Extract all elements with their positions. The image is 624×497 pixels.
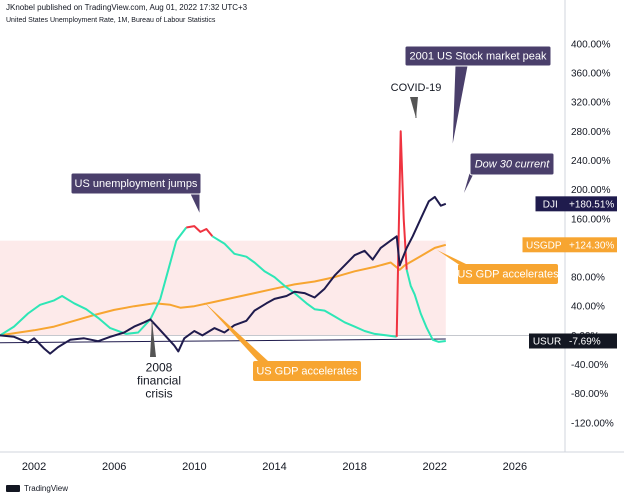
callout-stock-peak-pointer	[451, 65, 469, 151]
price-tag-symbol-box	[529, 333, 565, 349]
y-tick-label: 280.00%	[571, 127, 611, 138]
x-tick-label: 2006	[102, 461, 126, 473]
y-tick-label: -120.00%	[571, 418, 614, 429]
callout-financial-crisis-pointer	[150, 321, 156, 357]
y-tick-label: 200.00%	[571, 185, 611, 196]
y-tick-label: -40.00%	[571, 360, 608, 371]
callout-stock-peak-label: 2001 US Stock market peak	[410, 51, 547, 63]
series-usur-peak	[186, 225, 214, 237]
price-tag-value: +124.30%	[569, 240, 614, 251]
series-usur-tail	[405, 269, 446, 343]
crisis-pointer-line	[151, 321, 154, 358]
callout-gdp-accelerates-right-label: US GDP accelerates	[457, 269, 559, 281]
price-tag-symbol-box	[522, 237, 565, 253]
callout-gdp-accelerates-right: US GDP accelerates	[437, 250, 559, 284]
y-tick-label: 400.00%	[571, 39, 611, 50]
y-tick-label: 160.00%	[571, 214, 611, 225]
series-baseline	[0, 338, 446, 344]
callout-covid-pointer	[410, 97, 418, 118]
callout-financial-crisis-label: crisis	[145, 387, 172, 401]
callout-gdp-accelerates-left-label: US GDP accelerates	[256, 366, 358, 378]
price-tag-value-box	[565, 196, 617, 212]
x-tick-label: 2002	[22, 461, 46, 473]
y-tick-label: 40.00%	[571, 302, 605, 313]
price-tag-symbol: USGDP	[526, 240, 562, 251]
price-tag-value: -7.69%	[569, 336, 601, 347]
price-tag-dji: DJI +180.51%	[535, 196, 617, 212]
series-dji	[0, 195, 447, 355]
price-tag-usur: USUR -7.69%	[529, 333, 617, 349]
y-tick-label: 240.00%	[571, 156, 611, 167]
price-tag-symbol-box	[535, 196, 565, 212]
callout-unemployment-jumps-pointer	[189, 193, 201, 216]
price-tag-symbol: USUR	[533, 336, 561, 347]
callout-covid: COVID-19	[386, 78, 446, 118]
callout-gdp-accelerates-left-pointer	[204, 302, 268, 361]
x-tick-label: 2010	[182, 461, 206, 473]
x-tick-label: 2018	[342, 461, 366, 473]
tradingview-logo-icon	[6, 485, 20, 492]
callout-stock-peak-box	[404, 45, 552, 67]
y-tick-label: 320.00%	[571, 98, 611, 109]
callout-financial-crisis-label: 2008	[146, 361, 173, 375]
callout-covid-box	[386, 78, 446, 97]
y-tick-label: -80.00%	[571, 389, 608, 400]
y-tick-label: 80.00%	[571, 273, 605, 284]
series-usur-covid	[395, 130, 408, 337]
callout-covid-label: COVID-19	[391, 82, 442, 94]
callout-unemployment-jumps-box	[70, 172, 202, 195]
series-usgdp	[0, 243, 447, 337]
callout-gdp-accelerates-right-box	[458, 264, 558, 284]
price-tag-symbol: DJI	[543, 199, 558, 210]
series-usur-recover	[211, 235, 397, 338]
covid-pointer-line	[414, 96, 417, 119]
callout-gdp-accelerates-right-pointer	[437, 250, 466, 264]
callout-dow-current: Dow 30 current	[461, 152, 555, 199]
publisher-header: JKnobel published on TradingView.com, Au…	[6, 3, 248, 12]
callout-gdp-accelerates-left: US GDP accelerates	[204, 302, 361, 381]
x-tick-label: 2022	[423, 461, 447, 473]
x-tick-label: 2014	[262, 461, 286, 473]
callout-gdp-accelerates-left-box	[253, 361, 361, 381]
x-tick-label: 2026	[503, 461, 527, 473]
callout-dow-current-label: Dow 30 current	[475, 159, 551, 171]
callout-financial-crisis-box	[130, 357, 188, 405]
price-tag-value-box	[565, 333, 617, 349]
callout-financial-crisis-label: financial	[137, 374, 181, 388]
price-tag-usgdp: USGDP +124.30%	[522, 237, 617, 253]
footer-brand[interactable]: TradingView	[6, 484, 68, 493]
y-tick-label: 360.00%	[571, 69, 611, 80]
price-tag-value-box	[565, 237, 617, 253]
price-tag-value: +180.51%	[569, 199, 614, 210]
footer-brand-label: TradingView	[24, 484, 69, 493]
symbol-title: United States Unemployment Rate, 1M, Bur…	[6, 17, 216, 24]
series-usur	[0, 226, 188, 337]
callout-stock-peak: 2001 US Stock market peak	[404, 45, 552, 151]
callout-unemployment-jumps-label: US unemployment jumps	[75, 178, 198, 190]
callout-dow-current-box	[469, 152, 555, 176]
callout-unemployment-jumps: US unemployment jumps	[70, 172, 202, 216]
